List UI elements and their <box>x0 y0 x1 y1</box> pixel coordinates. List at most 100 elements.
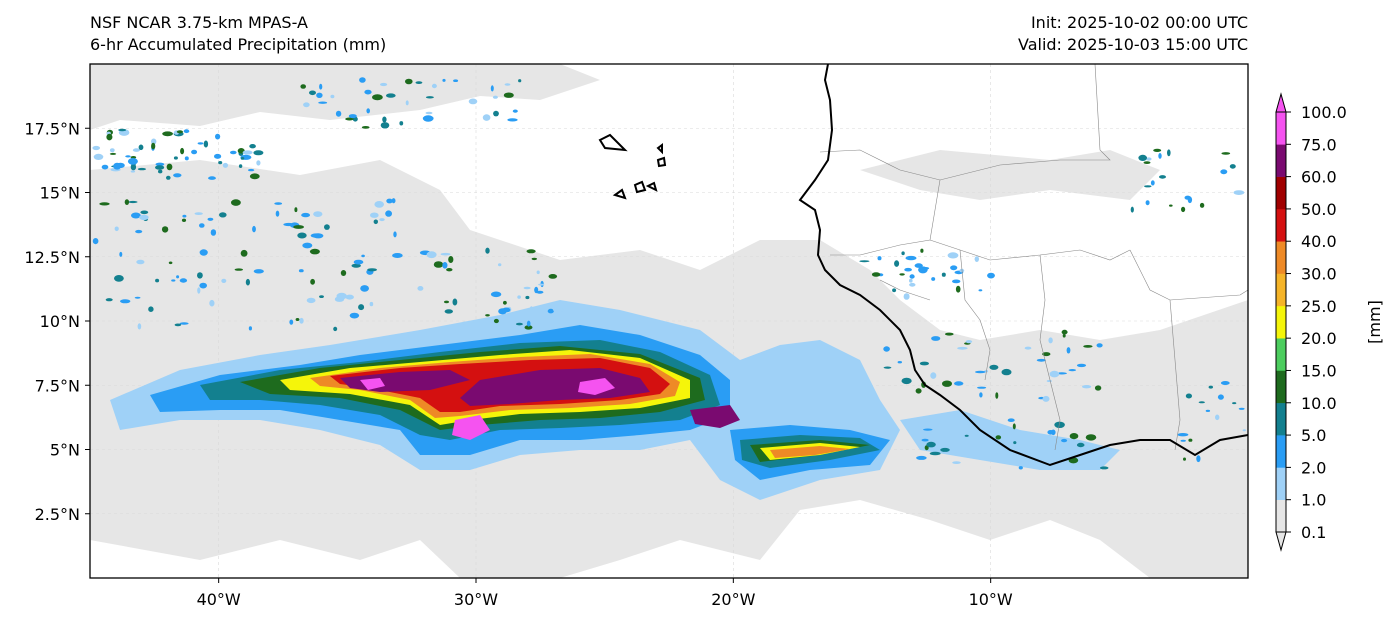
precip-cell <box>245 278 250 286</box>
precip-cell <box>518 79 522 83</box>
precip-cell <box>950 265 958 271</box>
colorbar-tick-label: 20.0 <box>1301 329 1337 348</box>
precip-cell <box>1036 358 1046 362</box>
precip-cell <box>283 222 295 227</box>
precip-cell <box>253 150 264 156</box>
precip-cell <box>945 332 954 336</box>
precip-cell <box>1094 385 1102 391</box>
precip-cell <box>151 142 156 150</box>
precip-cell <box>1183 457 1186 461</box>
precip-cell <box>503 92 514 98</box>
precip-cell <box>242 150 253 155</box>
precip-cell <box>92 238 99 245</box>
precip-cell <box>252 225 256 233</box>
precip-cell <box>507 118 518 122</box>
precip-cell <box>1215 414 1220 421</box>
precip-cell <box>931 277 936 281</box>
latitude-axis: 2.5°N 5°N 7.5°N 10°N 12.5°N 15°N 17.5°N <box>24 119 90 524</box>
precip-cell <box>124 199 130 206</box>
colorbar-segment <box>1276 338 1286 371</box>
colorbar-tick-label: 75.0 <box>1301 135 1337 154</box>
colorbar-extend-min <box>1275 531 1287 552</box>
precip-cell <box>859 260 870 263</box>
precip-cell <box>179 278 188 283</box>
precip-cell <box>370 212 379 218</box>
precip-cell <box>1145 200 1150 206</box>
precip-cell <box>536 290 544 294</box>
precip-cell <box>1062 333 1066 338</box>
precip-cell <box>127 158 138 165</box>
precip-cell <box>161 226 169 233</box>
precip-cell <box>871 272 881 277</box>
precip-cell <box>952 461 961 464</box>
precip-cell <box>529 306 534 312</box>
precip-cell <box>1208 385 1214 389</box>
precip-cell <box>310 233 322 238</box>
precip-cell <box>1188 438 1193 442</box>
precip-cell <box>361 126 370 129</box>
precip-cell <box>180 147 185 155</box>
precip-cell <box>1150 180 1155 186</box>
precip-cell <box>219 212 227 218</box>
scattered-precip-cells <box>92 77 1247 470</box>
precip-cell <box>393 231 397 238</box>
colorbar-tick-label: 15.0 <box>1301 361 1337 380</box>
precip-cell <box>978 289 983 292</box>
precip-cell <box>1051 429 1056 436</box>
lat-tick-label: 17.5°N <box>24 119 80 138</box>
precip-cell <box>361 254 365 258</box>
precip-cell <box>372 94 383 101</box>
precip-cell <box>238 164 243 169</box>
precip-cell <box>1049 370 1060 378</box>
title-right-valid: Valid: 2025-10-03 15:00 UTC <box>1017 35 1248 54</box>
precip-cell <box>1187 196 1193 204</box>
colorbar-tick-label: 60.0 <box>1301 168 1337 187</box>
precip-cell <box>909 274 915 279</box>
precip-cell <box>128 200 138 204</box>
precip-cell <box>1205 409 1211 412</box>
precip-cell <box>353 259 364 265</box>
precip-cell <box>516 322 523 326</box>
precip-cell <box>995 435 1002 440</box>
precip-cell <box>351 263 361 268</box>
precip-cell <box>901 251 905 256</box>
precip-cell <box>380 82 388 87</box>
map-area <box>90 64 1248 578</box>
precip-cell <box>490 85 494 92</box>
title-right-init: Init: 2025-10-02 00:00 UTC <box>1030 13 1248 32</box>
colorbar-tick-label: 100.0 <box>1301 103 1347 122</box>
precip-cell <box>960 431 969 435</box>
colorbar-segment <box>1276 499 1286 533</box>
precip-cell <box>137 323 142 330</box>
precip-cell <box>197 287 201 294</box>
precip-cell <box>101 164 109 170</box>
precip-cell <box>1096 343 1103 348</box>
precip-cell <box>274 202 283 205</box>
precip-cell <box>181 218 187 222</box>
precip-cell <box>548 274 558 279</box>
precip-cell <box>995 392 999 399</box>
precip-cell <box>183 129 190 134</box>
precip-cell <box>118 128 127 132</box>
precip-cell <box>894 260 900 267</box>
precip-cell <box>275 210 280 217</box>
precip-cell <box>415 81 423 84</box>
precip-cell <box>903 293 910 300</box>
precip-cell <box>442 78 446 82</box>
precip-cell <box>1158 153 1162 159</box>
precip-cell <box>300 84 307 89</box>
colorbar-tick-label: 10.0 <box>1301 394 1337 413</box>
lon-tick-label: 10°W <box>969 590 1013 609</box>
precip-cell <box>930 372 937 379</box>
precip-cell <box>1181 206 1186 213</box>
precip-cell <box>109 148 115 153</box>
precip-cell <box>253 269 264 274</box>
precip-cell <box>1061 329 1068 335</box>
precip-cell <box>209 299 215 307</box>
precip-cell <box>523 286 531 290</box>
precip-cell <box>883 346 890 352</box>
precip-cell <box>485 314 490 317</box>
precip-cell <box>301 212 310 218</box>
precip-cell <box>369 301 374 307</box>
precip-cell <box>345 294 354 300</box>
